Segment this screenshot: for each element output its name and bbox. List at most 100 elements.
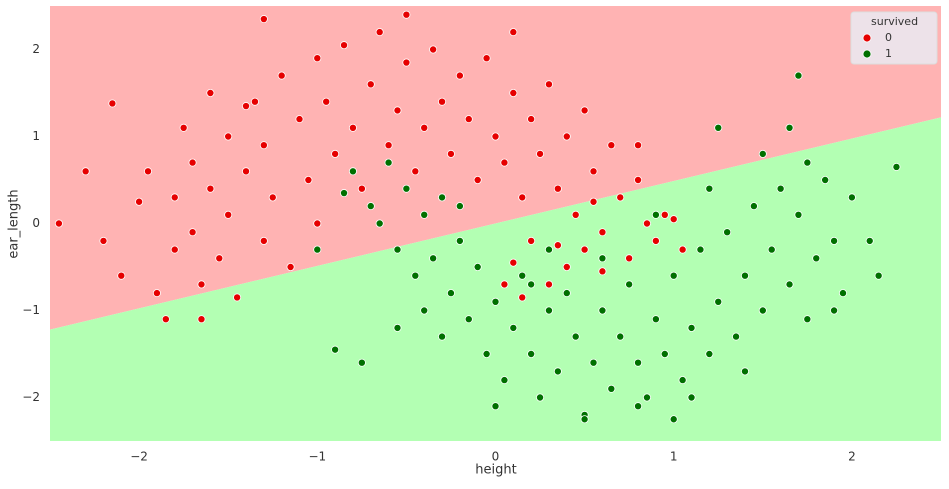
point [518, 271, 527, 280]
point [304, 175, 313, 184]
point [527, 115, 536, 124]
point [491, 297, 500, 306]
point [642, 219, 651, 228]
point [598, 306, 607, 315]
point [144, 167, 153, 176]
point [821, 175, 830, 184]
point [527, 236, 536, 245]
point [357, 184, 366, 193]
y-axis-label: ear_length [7, 189, 22, 258]
point [402, 184, 411, 193]
point [313, 54, 322, 63]
point [384, 158, 393, 167]
point [259, 15, 268, 24]
point [660, 210, 669, 219]
point [411, 271, 420, 280]
point [714, 297, 723, 306]
point [634, 141, 643, 150]
point [562, 132, 571, 141]
point [634, 175, 643, 184]
point [518, 193, 527, 202]
point [99, 236, 108, 245]
point [170, 193, 179, 202]
point [634, 358, 643, 367]
point [509, 258, 518, 267]
point [500, 158, 509, 167]
point [197, 315, 206, 324]
point [669, 415, 678, 424]
point [589, 358, 598, 367]
point [794, 71, 803, 80]
point [331, 345, 340, 354]
point [616, 332, 625, 341]
point [455, 202, 464, 211]
point [580, 245, 589, 254]
point [455, 236, 464, 245]
point [767, 245, 776, 254]
legend-label: 1 [885, 47, 892, 60]
x-tick-label: −2 [130, 450, 148, 464]
point [81, 167, 90, 176]
point [108, 99, 117, 108]
point [830, 236, 839, 245]
point [393, 106, 402, 115]
legend-label: 0 [885, 31, 892, 44]
point [651, 236, 660, 245]
y-tick-label: 1 [32, 129, 40, 143]
point [420, 123, 429, 132]
point [651, 315, 660, 324]
point [669, 215, 678, 224]
point [420, 306, 429, 315]
point [687, 323, 696, 332]
legend-marker [862, 49, 872, 59]
point [553, 367, 562, 376]
point [491, 132, 500, 141]
point [313, 245, 322, 254]
point [509, 323, 518, 332]
point [313, 219, 322, 228]
point [170, 245, 179, 254]
point [785, 123, 794, 132]
point [865, 236, 874, 245]
point [446, 149, 455, 158]
point [268, 193, 277, 202]
point [152, 289, 161, 298]
point [740, 271, 749, 280]
point [776, 184, 785, 193]
point [135, 197, 144, 206]
point [233, 293, 242, 302]
point [616, 193, 625, 202]
point [366, 80, 375, 89]
point [589, 167, 598, 176]
region-below [50, 117, 941, 442]
point [464, 115, 473, 124]
x-tick-label: −1 [308, 450, 326, 464]
point [732, 332, 741, 341]
point [544, 80, 553, 89]
point [678, 245, 687, 254]
point [482, 54, 491, 63]
point [651, 210, 660, 219]
point [803, 315, 812, 324]
point [847, 193, 856, 202]
point [331, 149, 340, 158]
point [500, 376, 509, 385]
point [536, 393, 545, 402]
point [625, 280, 634, 289]
point [518, 293, 527, 302]
point [117, 271, 126, 280]
point [553, 241, 562, 250]
point [803, 158, 812, 167]
point [714, 123, 723, 132]
point [429, 254, 438, 263]
point [589, 197, 598, 206]
point [536, 149, 545, 158]
point [553, 184, 562, 193]
point [527, 280, 536, 289]
point [54, 219, 63, 228]
point [348, 123, 357, 132]
point [571, 332, 580, 341]
y-tick-label: 2 [32, 42, 40, 56]
point [509, 28, 518, 37]
